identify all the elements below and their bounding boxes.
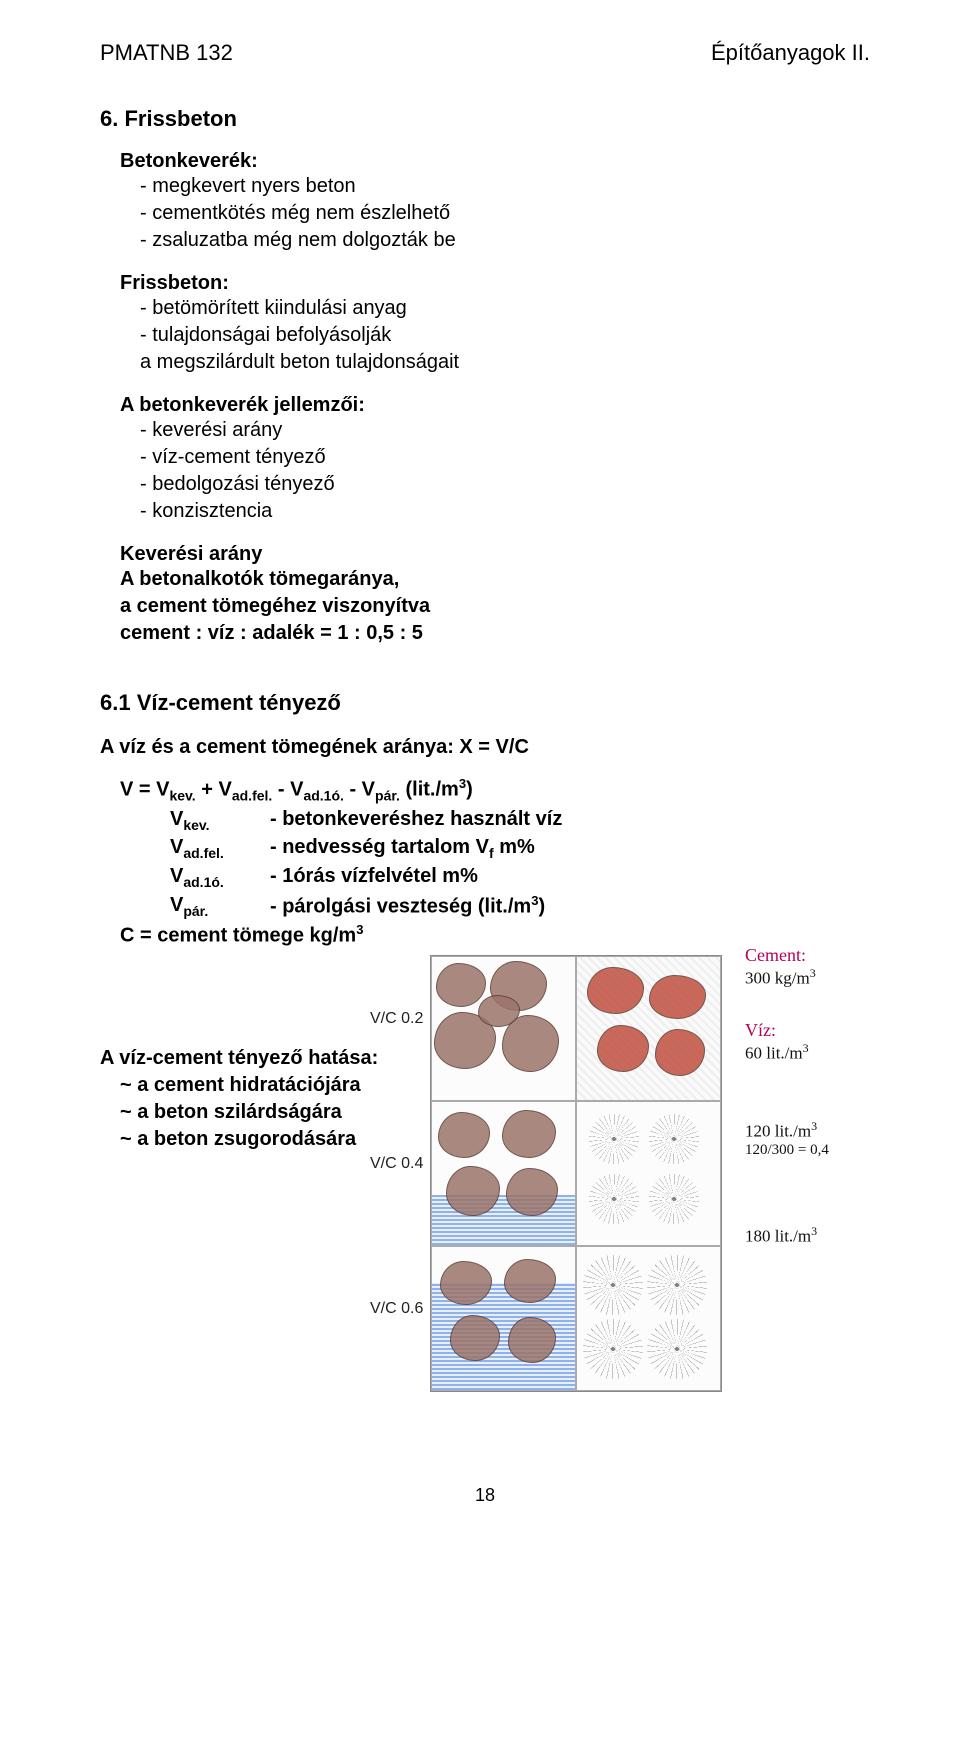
formula-def: Vkev. - betonkeveréshez használt víz (170, 806, 870, 835)
vc-label-02: V/C 0.2 (370, 1010, 423, 1028)
jellemzoi-item: - víz-cement tényező (140, 444, 870, 471)
diagram-cell (431, 1246, 576, 1391)
hatasa-item: ~ a cement hidratációjára (120, 1072, 378, 1099)
jellemzoi-item: - bedolgozási tényező (140, 471, 870, 498)
hatasa-item: ~ a beton szilárdságára (120, 1099, 378, 1126)
vc-diagram: V/C 0.2 V/C 0.4 V/C 0.6 (390, 955, 870, 1465)
section-6-1-intro: A víz és a cement tömegének aránya: X = … (100, 734, 870, 761)
betonkeverek-item: - zsaluzatba még nem dolgozták be (140, 227, 870, 254)
side-viz: Víz: 60 lit./m3 (745, 1020, 925, 1064)
diagram-cell (576, 1246, 721, 1391)
jellemzoi-heading: A betonkeverék jellemzői: (120, 394, 870, 417)
keveresi-heading: Keverési arány (120, 543, 870, 566)
jellemzoi-item: - konzisztencia (140, 498, 870, 525)
diagram-grid (430, 955, 722, 1392)
frissbeton-item: a megszilárdult beton tulajdonságait (140, 349, 870, 376)
frissbeton-item: - betömörített kiindulási anyag (140, 295, 870, 322)
formula-def: Vad.fel. - nedvesség tartalom Vf m% (170, 834, 870, 863)
vc-label-06: V/C 0.6 (370, 1300, 423, 1318)
diagram-cell (431, 1101, 576, 1246)
header-right: Építőanyagok II. (711, 40, 870, 66)
side-cement: Cement: 300 kg/m3 (745, 945, 925, 989)
vc-label-04: V/C 0.4 (370, 1155, 423, 1173)
diagram-cell (576, 1101, 721, 1246)
betonkeverek-item: - megkevert nyers beton (140, 173, 870, 200)
page-title: 6. Frissbeton (100, 106, 870, 132)
keveresi-line: A betonalkotók tömegaránya, (120, 566, 870, 593)
hatasa-heading: A víz-cement tényező hatása: (100, 1045, 378, 1072)
keveresi-line: cement : víz : adalék = 1 : 0,5 : 5 (120, 620, 870, 647)
section-6-1-heading: 6.1 Víz-cement tényező (100, 690, 870, 716)
side-120: 120 lit./m3 120/300 = 0,4 (745, 1119, 925, 1159)
frissbeton-heading: Frissbeton: (120, 272, 870, 295)
betonkeverek-heading: Betonkeverék: (120, 150, 870, 173)
frissbeton-item: - tulajdonságai befolyásolják (140, 322, 870, 349)
formula-def: Vad.1ó. - 1órás vízfelvétel m% (170, 863, 870, 892)
betonkeverek-item: - cementkötés még nem észlelhető (140, 200, 870, 227)
formula-v: V = Vkev. + Vad.fel. - Vad.1ó. - Vpár. (… (120, 775, 870, 806)
side-180: 180 lit./m3 (745, 1224, 925, 1247)
jellemzoi-item: - keverési arány (140, 417, 870, 444)
page-number: 18 (100, 1485, 870, 1506)
hatasa-item: ~ a beton zsugorodására (120, 1126, 378, 1153)
formula-def: Vpár. - párolgási veszteség (lit./m3) (170, 892, 870, 921)
header-left: PMATNB 132 (100, 40, 233, 66)
keveresi-line: a cement tömegéhez viszonyítva (120, 593, 870, 620)
diagram-cell (431, 956, 576, 1101)
diagram-cell (576, 956, 721, 1101)
